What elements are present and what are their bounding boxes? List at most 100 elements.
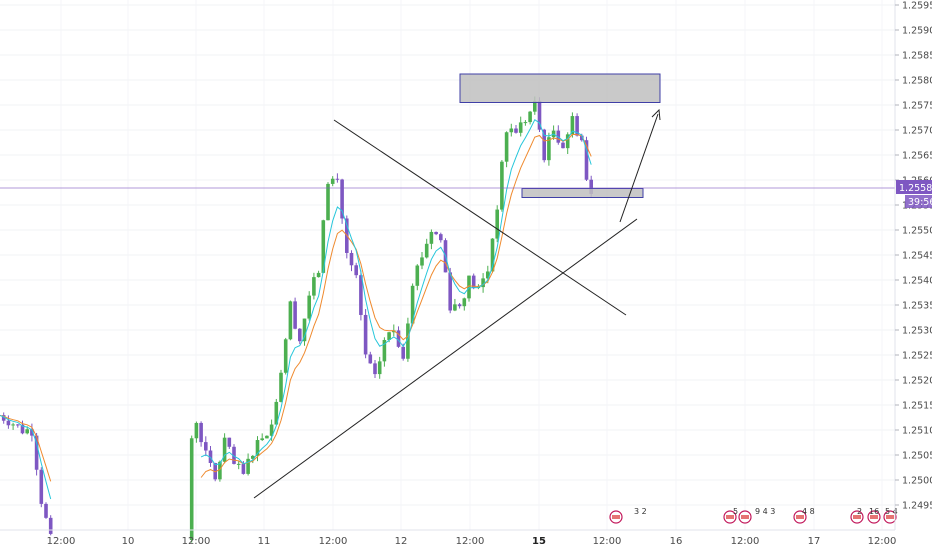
candle-body (429, 231, 434, 244)
zones[interactable] (459, 73, 661, 198)
candle-body (213, 462, 217, 480)
candle-body (401, 346, 405, 359)
flag-stripe (726, 515, 734, 519)
y-tick-label: 1.25400 (902, 276, 932, 287)
candle-body (218, 461, 222, 480)
candle-body (265, 435, 269, 439)
event-count-label: 16 (869, 507, 879, 516)
y-tick-label: 1.25800 (902, 76, 932, 87)
arrow-head-icon (651, 108, 661, 121)
event-flag-icon[interactable] (883, 510, 897, 524)
candle-body (335, 178, 340, 180)
candle-body (457, 304, 462, 307)
x-tick-label: 17 (808, 536, 821, 547)
y-tick-label: 1.25500 (902, 226, 932, 237)
flag-stripe (870, 515, 878, 519)
candle-body (424, 243, 429, 258)
candle-body (471, 275, 476, 288)
x-tick-label: 12:00 (182, 536, 211, 547)
time-axis[interactable]: 12:00 10 12:00 11 12:00 12 12:00 15 12:00 16 12:00… (47, 536, 897, 547)
event-count-label: 9 4 3 (755, 507, 775, 516)
x-tick-label: 11 (258, 536, 271, 547)
descending-trendline[interactable] (333, 119, 627, 316)
candle-body (584, 140, 589, 180)
candle-body (490, 238, 495, 272)
candle-body (25, 429, 29, 434)
candle-body (288, 301, 293, 340)
candle-body (11, 424, 15, 426)
candle-body (6, 420, 11, 426)
candle-body (533, 100, 537, 112)
flag-stripe (886, 515, 894, 519)
candle-body (194, 422, 199, 439)
candle-body (312, 277, 316, 296)
candle-body (561, 142, 565, 149)
event-flag-icon[interactable] (867, 510, 881, 524)
candle-body (30, 429, 34, 436)
candle-body (363, 314, 368, 355)
candle-body (537, 100, 542, 130)
candle-body (481, 278, 485, 288)
candle-body (462, 298, 467, 307)
event-flag-icon[interactable] (723, 510, 737, 524)
event-flag-icon[interactable] (609, 510, 623, 524)
ema-fast-line (0, 118, 592, 500)
event-flag-icon[interactable] (850, 510, 864, 524)
candle-body (368, 354, 373, 364)
candle-body (410, 285, 415, 324)
candle-body (420, 257, 424, 266)
supply-zone[interactable] (459, 73, 661, 103)
candle-body (326, 183, 330, 221)
candle-body (504, 132, 509, 162)
candle-body (255, 440, 260, 456)
candle-body (514, 128, 518, 133)
candle-body (204, 442, 208, 451)
projection-arrow[interactable] (619, 113, 659, 223)
x-tick-label: 10 (122, 536, 135, 547)
candle-body (565, 134, 570, 149)
candle-body (189, 438, 194, 540)
economic-events[interactable]: 3 2 5 9 4 3 4 8 2 16 5 4 (609, 507, 898, 524)
x-tick-label: 15 (532, 536, 546, 547)
candle-body (434, 231, 438, 235)
current-price-label: 1.25584 (899, 183, 932, 194)
candle-body (241, 463, 246, 474)
candle-body (453, 304, 457, 311)
x-tick-label: 12:00 (456, 536, 485, 547)
y-tick-label: 1.25950 (902, 1, 932, 12)
candle-body (392, 330, 396, 333)
y-tick-label: 1.25750 (902, 101, 932, 112)
candle-body (349, 252, 354, 266)
event-count-label: 5 4 (885, 507, 898, 516)
flag-stripe (796, 515, 804, 519)
candle-body (500, 161, 504, 210)
candle-body (321, 220, 326, 273)
candle-body (1, 415, 6, 421)
event-flag-icon[interactable] (738, 510, 752, 524)
ascending-trendline[interactable] (253, 218, 638, 499)
flag-stripe (741, 515, 749, 519)
event-flag-icon[interactable] (793, 510, 807, 524)
countdown-box (905, 195, 932, 208)
candle-body (302, 318, 307, 342)
drawings[interactable] (253, 108, 661, 499)
y-tick-label: 1.24950 (902, 501, 932, 512)
candle-body (528, 111, 532, 123)
candle-body (589, 179, 593, 194)
x-tick-label: 16 (670, 536, 683, 547)
y-tick-label: 1.25900 (902, 26, 932, 37)
flag-stripe (612, 515, 620, 519)
candle-body (222, 437, 227, 462)
event-count-label: 2 (857, 507, 862, 516)
y-tick-label: 1.25350 (902, 301, 932, 312)
candle-body (373, 363, 377, 375)
ema-slow-line (0, 133, 592, 482)
y-tick-label: 1.25100 (902, 426, 932, 437)
y-tick-label: 1.25850 (902, 51, 932, 62)
candle-body (396, 330, 401, 347)
candles (0, 96, 593, 543)
candle-body (359, 275, 363, 315)
current-price-tag: 1.25584 39:56 (896, 180, 932, 208)
demand-zone[interactable] (521, 188, 644, 198)
